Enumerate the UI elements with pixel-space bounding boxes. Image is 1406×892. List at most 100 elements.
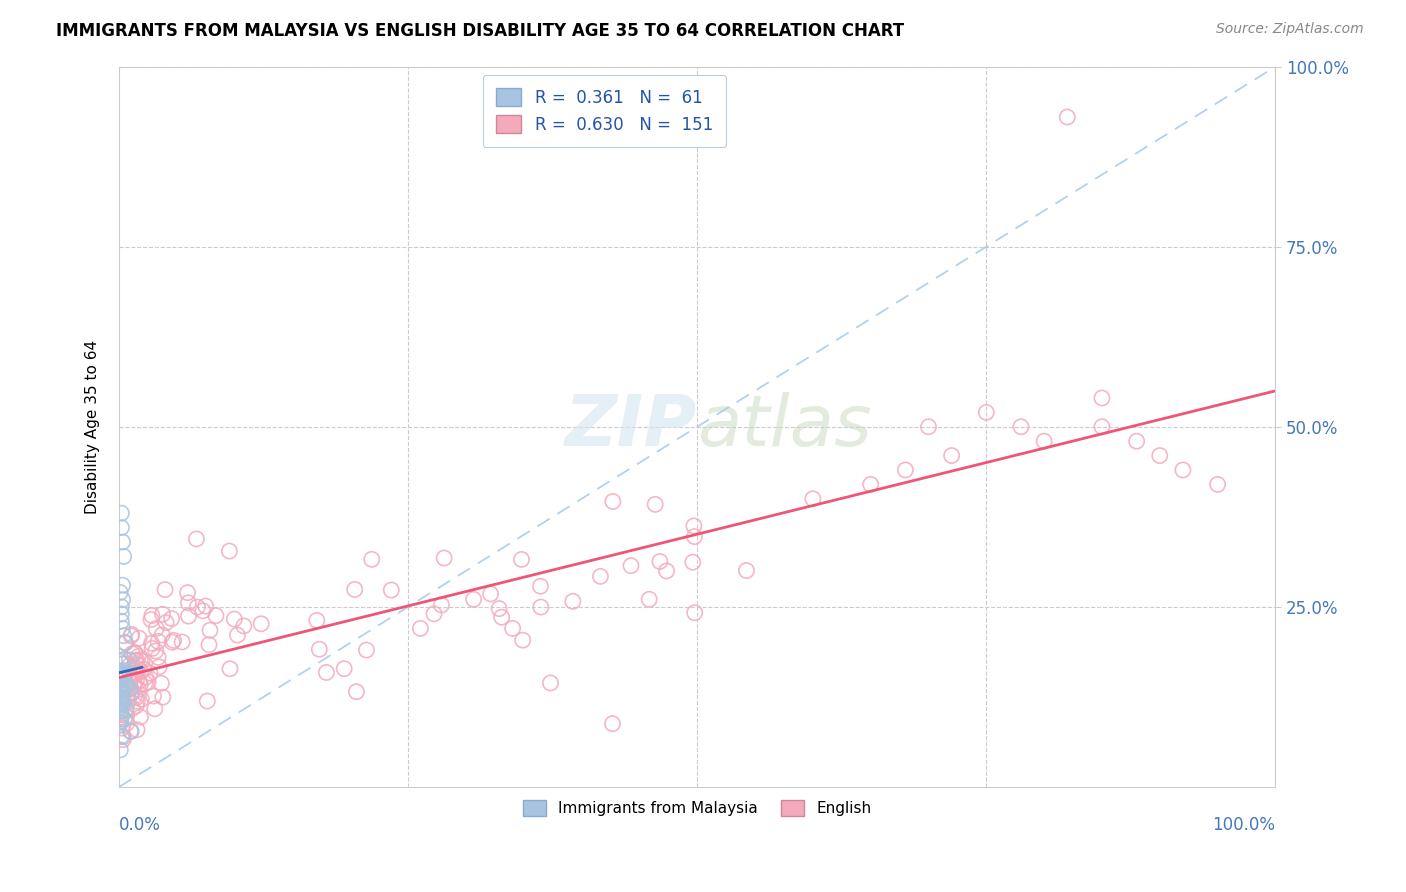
Point [110, 712, 132, 726]
Point [108, 679, 131, 693]
Point [110, 672, 132, 686]
Point [110, 664, 132, 678]
Point [638, 592, 661, 607]
Point [115, 716, 138, 731]
Point [148, 650, 170, 665]
Point [146, 634, 169, 648]
Point [118, 674, 141, 689]
Point [121, 627, 143, 641]
Text: ZIP: ZIP [565, 392, 697, 461]
Point [191, 604, 214, 618]
Point [1091, 391, 1114, 405]
Point [589, 569, 612, 583]
Point [602, 716, 624, 731]
Point [111, 578, 134, 592]
Point [941, 449, 963, 463]
Point [148, 660, 170, 674]
Point [644, 497, 666, 511]
Point [110, 697, 132, 711]
Point [1125, 434, 1147, 449]
Point [121, 647, 143, 661]
Point [117, 690, 139, 705]
Point [360, 552, 382, 566]
Point [110, 704, 132, 718]
Point [1149, 449, 1171, 463]
Point [502, 621, 524, 635]
Point [155, 615, 177, 630]
Point [540, 676, 562, 690]
Text: 100.0%: 100.0% [1212, 816, 1275, 834]
Point [125, 657, 148, 672]
Point [112, 684, 135, 698]
Point [125, 723, 148, 737]
Point [128, 631, 150, 645]
Point [132, 662, 155, 676]
Point [136, 675, 159, 690]
Point [682, 519, 704, 533]
Point [111, 696, 134, 710]
Point [110, 696, 132, 710]
Point [162, 633, 184, 648]
Point [108, 684, 131, 698]
Point [125, 653, 148, 667]
Point [111, 666, 134, 681]
Point [111, 678, 134, 692]
Point [683, 530, 706, 544]
Point [129, 677, 152, 691]
Point [976, 405, 998, 419]
Point [124, 665, 146, 680]
Point [108, 667, 131, 681]
Point [127, 661, 149, 675]
Point [139, 613, 162, 627]
Point [143, 702, 166, 716]
Point [433, 551, 456, 566]
Point [198, 624, 221, 638]
Point [112, 549, 135, 564]
Point [112, 657, 135, 671]
Point [111, 682, 134, 697]
Point [120, 724, 142, 739]
Point [305, 614, 328, 628]
Point [114, 652, 136, 666]
Point [683, 606, 706, 620]
Point [1010, 419, 1032, 434]
Text: atlas: atlas [697, 392, 872, 461]
Point [108, 686, 131, 700]
Legend: Immigrants from Malaysia, English: Immigrants from Malaysia, English [517, 794, 877, 822]
Point [111, 688, 134, 702]
Point [141, 608, 163, 623]
Point [112, 732, 135, 747]
Point [1171, 463, 1194, 477]
Point [117, 694, 139, 708]
Point [344, 685, 367, 699]
Point [198, 638, 221, 652]
Point [682, 555, 704, 569]
Point [194, 599, 217, 613]
Point [110, 693, 132, 707]
Point [620, 558, 643, 573]
Point [108, 693, 131, 707]
Point [343, 582, 366, 597]
Point [145, 644, 167, 658]
Point [108, 678, 131, 692]
Point [124, 646, 146, 660]
Point [917, 419, 939, 434]
Point [232, 619, 254, 633]
Point [172, 635, 194, 649]
Point [115, 709, 138, 723]
Point [108, 701, 131, 715]
Point [1206, 477, 1229, 491]
Point [859, 477, 882, 491]
Point [648, 554, 671, 568]
Point [129, 664, 152, 678]
Point [512, 633, 534, 648]
Point [177, 596, 200, 610]
Point [110, 520, 132, 534]
Point [139, 666, 162, 681]
Point [801, 491, 824, 506]
Point [333, 662, 356, 676]
Text: 0.0%: 0.0% [120, 816, 160, 834]
Point [150, 676, 173, 690]
Point [510, 552, 533, 566]
Point [124, 676, 146, 690]
